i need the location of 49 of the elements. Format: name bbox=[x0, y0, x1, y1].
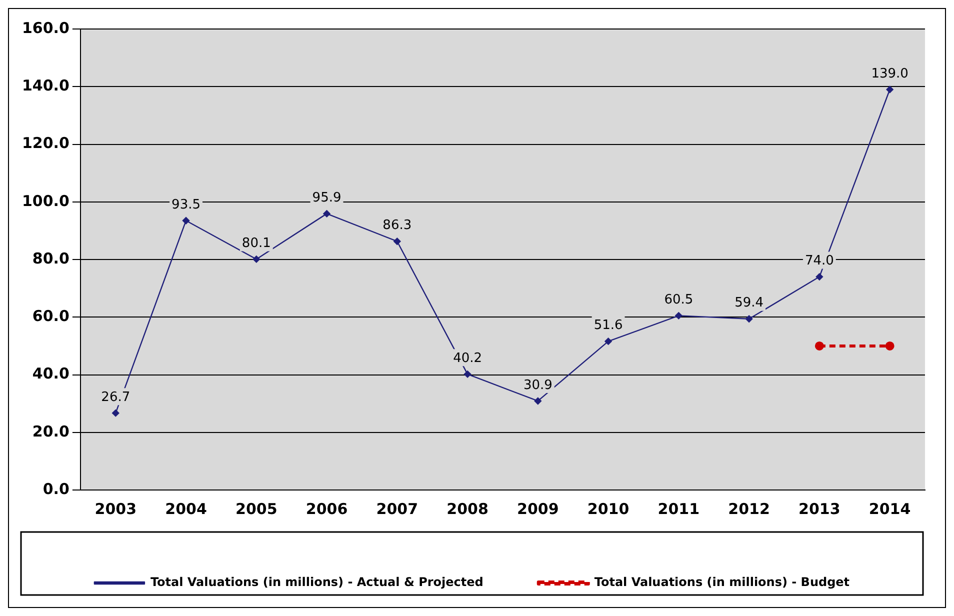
point bbox=[323, 210, 330, 218]
point bbox=[745, 315, 753, 322]
data-label: 80.1 bbox=[242, 236, 271, 252]
y-tick-label: 160.0 bbox=[22, 18, 70, 37]
y-tick-label: 60.0 bbox=[32, 307, 70, 326]
point bbox=[816, 273, 824, 280]
point bbox=[534, 397, 542, 405]
x-tick-label: 2010 bbox=[587, 500, 630, 518]
y-tick-label: 0.0 bbox=[42, 480, 70, 498]
x-tick-label: 2014 bbox=[868, 500, 911, 518]
data-label: 51.6 bbox=[594, 318, 623, 334]
point bbox=[885, 341, 894, 350]
x-tick-label: 2005 bbox=[236, 500, 278, 518]
point bbox=[675, 312, 682, 320]
y-tick-label: 20.0 bbox=[32, 422, 70, 440]
data-label: 86.3 bbox=[382, 218, 412, 234]
y-tick-label: 100.0 bbox=[22, 192, 70, 210]
data-label: 139.0 bbox=[871, 66, 908, 82]
x-tick-label: 2003 bbox=[94, 500, 137, 518]
x-tick-label: 2009 bbox=[517, 500, 559, 518]
legend-label: Total Valuations (in millions) - Budget bbox=[594, 575, 850, 590]
point bbox=[394, 238, 401, 245]
point bbox=[604, 338, 612, 345]
x-tick-label: 2011 bbox=[658, 500, 700, 518]
point bbox=[814, 341, 824, 350]
x-tick-label: 2007 bbox=[376, 500, 418, 518]
data-label: 60.5 bbox=[664, 292, 694, 308]
x-tick-label: 2006 bbox=[306, 500, 348, 518]
point bbox=[886, 86, 894, 94]
y-tick-label: 40.0 bbox=[32, 364, 70, 383]
point bbox=[252, 256, 260, 263]
data-label: 40.2 bbox=[453, 351, 482, 366]
x-tick-label: 2004 bbox=[165, 500, 207, 518]
data-label: 93.5 bbox=[172, 197, 200, 212]
x-tick-label: 2012 bbox=[728, 500, 770, 518]
point bbox=[182, 217, 190, 224]
x-tick-label: 2013 bbox=[798, 500, 840, 518]
point bbox=[464, 370, 472, 378]
data-label: 74.0 bbox=[804, 254, 834, 269]
x-tick-label: 2008 bbox=[446, 500, 488, 518]
y-tick-label: 120.0 bbox=[22, 134, 70, 152]
data-label: 30.9 bbox=[523, 378, 552, 393]
data-label: 95.9 bbox=[312, 190, 342, 206]
point bbox=[112, 409, 120, 417]
data-label: 59.4 bbox=[734, 296, 764, 311]
y-tick-label: 140.0 bbox=[22, 76, 70, 95]
data-label: 26.7 bbox=[101, 390, 130, 405]
y-tick-label: 80.0 bbox=[32, 249, 70, 268]
legend-label: Total Valuations (in millions) - Actual & Projected bbox=[150, 575, 484, 590]
